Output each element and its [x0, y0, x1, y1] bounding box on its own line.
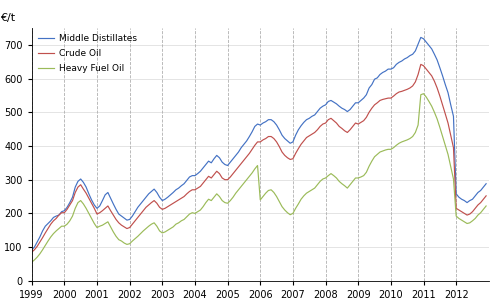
- Line: Heavy Fuel Oil: Heavy Fuel Oil: [32, 94, 486, 262]
- Line: Middle Distillates: Middle Distillates: [32, 37, 486, 250]
- Heavy Fuel Oil: [483, 204, 489, 208]
- Heavy Fuel Oil: [159, 231, 165, 235]
- Heavy Fuel Oil: [295, 202, 301, 206]
- Crude Oil: [418, 63, 424, 66]
- Middle Distillates: [418, 36, 424, 39]
- Middle Distillates: [159, 199, 165, 202]
- Middle Distillates: [184, 178, 190, 182]
- Heavy Fuel Oil: [29, 261, 35, 264]
- Legend: Middle Distillates, Crude Oil, Heavy Fuel Oil: Middle Distillates, Crude Oil, Heavy Fue…: [36, 33, 139, 75]
- Middle Distillates: [29, 248, 35, 252]
- Heavy Fuel Oil: [110, 230, 116, 234]
- Middle Distillates: [483, 182, 489, 185]
- Crude Oil: [29, 250, 35, 254]
- Middle Distillates: [295, 128, 301, 132]
- Crude Oil: [390, 94, 396, 98]
- Middle Distillates: [110, 202, 116, 206]
- Heavy Fuel Oil: [421, 92, 426, 95]
- Middle Distillates: [287, 141, 293, 145]
- Heavy Fuel Oil: [184, 215, 190, 219]
- Middle Distillates: [390, 66, 396, 70]
- Crude Oil: [483, 194, 489, 198]
- Crude Oil: [159, 208, 165, 211]
- Crude Oil: [287, 157, 293, 161]
- Crude Oil: [184, 192, 190, 196]
- Line: Crude Oil: Crude Oil: [32, 64, 486, 252]
- Text: €/t: €/t: [0, 13, 15, 23]
- Heavy Fuel Oil: [390, 146, 396, 150]
- Heavy Fuel Oil: [287, 213, 293, 216]
- Crude Oil: [295, 147, 301, 150]
- Crude Oil: [110, 213, 116, 217]
